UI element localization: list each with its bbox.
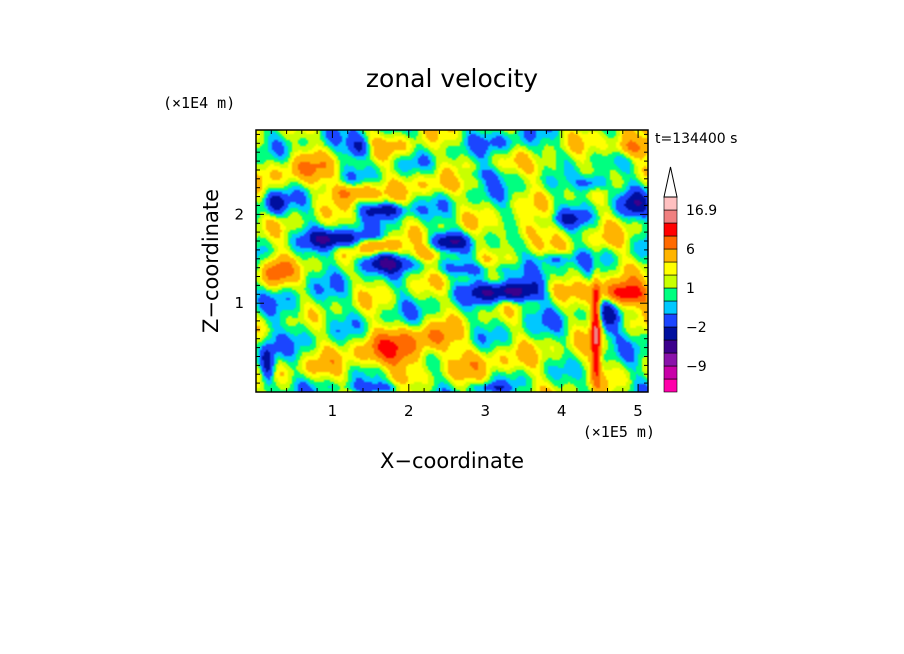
colorbar-label: 1: [686, 281, 695, 297]
heatmap-image: [256, 130, 648, 392]
colorbar-swatch: [663, 313, 678, 328]
colorbar-swatch: [663, 196, 678, 211]
colorbar-swatch: [663, 352, 678, 367]
colorbar-swatch: [663, 261, 678, 276]
colorbar-label: 16.9: [686, 203, 717, 219]
x-tick-label: 2: [404, 402, 414, 420]
x-unit-label: (×1E5 m): [583, 423, 655, 441]
colorbar-swatch: [663, 222, 678, 237]
colorbar-swatch: [663, 326, 678, 341]
y-axis-label: Z−coordinate: [199, 189, 223, 333]
colorbar-label: −2: [686, 320, 707, 336]
colorbar-swatch: [663, 235, 678, 250]
x-tick-label: 4: [557, 402, 567, 420]
colorbar-extend-arrow: [663, 166, 678, 198]
x-tick-label: 1: [328, 402, 338, 420]
colorbar-swatch: [663, 209, 678, 224]
colorbar-swatch: [663, 339, 678, 354]
y-tick-label: 1: [234, 294, 244, 312]
colorbar-swatch: [663, 287, 678, 302]
x-tick-label: 5: [633, 402, 643, 420]
colorbar-swatch: [663, 274, 678, 289]
chart-title: zonal velocity: [366, 64, 538, 93]
x-tick-label: 3: [480, 402, 490, 420]
y-tick-label: 2: [234, 205, 244, 223]
colorbar: [663, 166, 678, 393]
colorbar-label: 6: [686, 242, 695, 258]
colorbar-swatch: [663, 378, 678, 393]
y-unit-label: (×1E4 m): [163, 94, 235, 112]
colorbar-swatch: [663, 365, 678, 380]
colorbar-labels: 16.9 6 1 −2 −9: [686, 203, 717, 375]
colorbar-swatch: [663, 248, 678, 263]
x-axis-label: X−coordinate: [380, 449, 524, 473]
x-tick-labels: 1 2 3 4 5: [328, 402, 643, 420]
time-label: t=134400 s: [655, 131, 737, 147]
colorbar-label: −9: [686, 359, 707, 375]
plot-area: [255, 129, 649, 393]
plot-frame: [255, 129, 649, 393]
y-tick-labels: 12: [234, 205, 244, 312]
colorbar-swatch: [663, 300, 678, 315]
